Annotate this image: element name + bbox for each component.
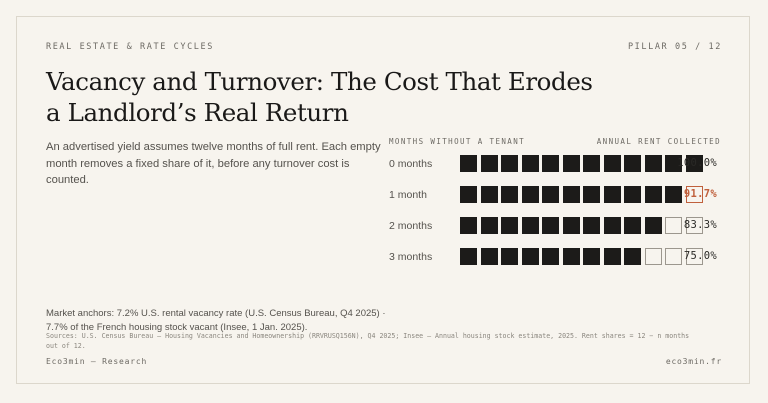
rented-month-cell bbox=[583, 248, 600, 265]
rent-collected-value: 75.0% bbox=[683, 250, 717, 262]
row-label: 3 months bbox=[389, 251, 433, 263]
chart-row: 0 months 100.0% bbox=[389, 155, 725, 175]
rent-collected-value: 83.3% bbox=[683, 219, 717, 231]
pillar-counter: PILLAR 05 / 12 bbox=[627, 42, 722, 52]
rent-collected-value: 100.0% bbox=[677, 157, 717, 169]
sources-note: Sources: U.S. Census Bureau — Housing Va… bbox=[46, 332, 690, 350]
vacant-month-cell bbox=[685, 248, 703, 265]
rented-month-cell bbox=[583, 186, 600, 203]
row-label: 2 months bbox=[389, 220, 433, 232]
rented-month-cell bbox=[624, 186, 641, 203]
rented-month-cell bbox=[460, 186, 477, 203]
rented-month-cell bbox=[480, 186, 498, 203]
rented-month-cell bbox=[644, 217, 662, 234]
chart-row: 3 months 75.0% bbox=[389, 248, 725, 268]
rented-month-cell bbox=[501, 217, 518, 234]
rented-month-cell bbox=[521, 248, 539, 265]
rented-month-cell bbox=[542, 217, 559, 234]
column-header-months: MONTHS WITHOUT A TENANT bbox=[389, 137, 526, 146]
rented-month-cell bbox=[624, 248, 641, 265]
rented-month-cell bbox=[685, 155, 703, 172]
column-header-rent: ANNUAL RENT COLLECTED bbox=[596, 137, 721, 146]
rented-month-cell bbox=[460, 155, 477, 172]
rented-month-cell bbox=[501, 186, 518, 203]
lede-paragraph: An advertised yield assumes twelve month… bbox=[46, 141, 381, 186]
rented-month-cell bbox=[665, 155, 682, 172]
footer-site: eco3min.fr bbox=[665, 357, 722, 366]
rented-month-cell bbox=[583, 217, 600, 234]
footer-brand: Eco3min — Research bbox=[46, 357, 148, 366]
rented-month-cell bbox=[501, 248, 518, 265]
rent-collected-value: 91.7% bbox=[683, 188, 717, 200]
chart-row: 1 month 91.7% bbox=[389, 186, 725, 206]
rented-month-cell bbox=[603, 186, 621, 203]
rented-month-cell bbox=[562, 217, 580, 234]
vacant-month-cell bbox=[644, 248, 662, 265]
rented-month-cell bbox=[624, 217, 641, 234]
rented-month-cell bbox=[583, 155, 600, 172]
section-kicker: REAL ESTATE & RATE CYCLES bbox=[46, 42, 214, 52]
rented-month-cell bbox=[521, 217, 539, 234]
rented-month-cell bbox=[480, 248, 498, 265]
rented-month-cell bbox=[480, 217, 498, 234]
page-title: Vacancy and Turnover: The Cost That Erod… bbox=[46, 67, 593, 127]
chart-row: 2 months 83.3% bbox=[389, 217, 725, 237]
rented-month-cell bbox=[562, 155, 580, 172]
card-frame bbox=[16, 16, 750, 384]
market-anchors: Market anchors: 7.2% U.S. rental vacancy… bbox=[46, 308, 386, 333]
rented-month-cell bbox=[644, 155, 662, 172]
rented-month-cell bbox=[542, 248, 559, 265]
rented-month-cell bbox=[665, 186, 682, 203]
rented-month-cell bbox=[603, 155, 621, 172]
vacant-month-cell bbox=[665, 248, 682, 265]
rented-month-cell bbox=[480, 155, 498, 172]
row-label: 1 month bbox=[389, 189, 427, 201]
rented-month-cell bbox=[644, 186, 662, 203]
rented-month-cell bbox=[603, 248, 621, 265]
rented-month-cell bbox=[624, 155, 641, 172]
rented-month-cell bbox=[542, 155, 559, 172]
rented-month-cell bbox=[460, 248, 477, 265]
rented-month-cell bbox=[521, 186, 539, 203]
vacant-month-cell bbox=[685, 217, 703, 234]
vacant-month-cell bbox=[685, 186, 703, 203]
vacant-month-cell bbox=[665, 217, 682, 234]
rented-month-cell bbox=[501, 155, 518, 172]
rented-month-cell bbox=[603, 217, 621, 234]
rented-month-cell bbox=[562, 186, 580, 203]
rented-month-cell bbox=[562, 248, 580, 265]
rented-month-cell bbox=[460, 217, 477, 234]
rented-month-cell bbox=[542, 186, 559, 203]
row-label: 0 months bbox=[389, 158, 433, 170]
rented-month-cell bbox=[521, 155, 539, 172]
